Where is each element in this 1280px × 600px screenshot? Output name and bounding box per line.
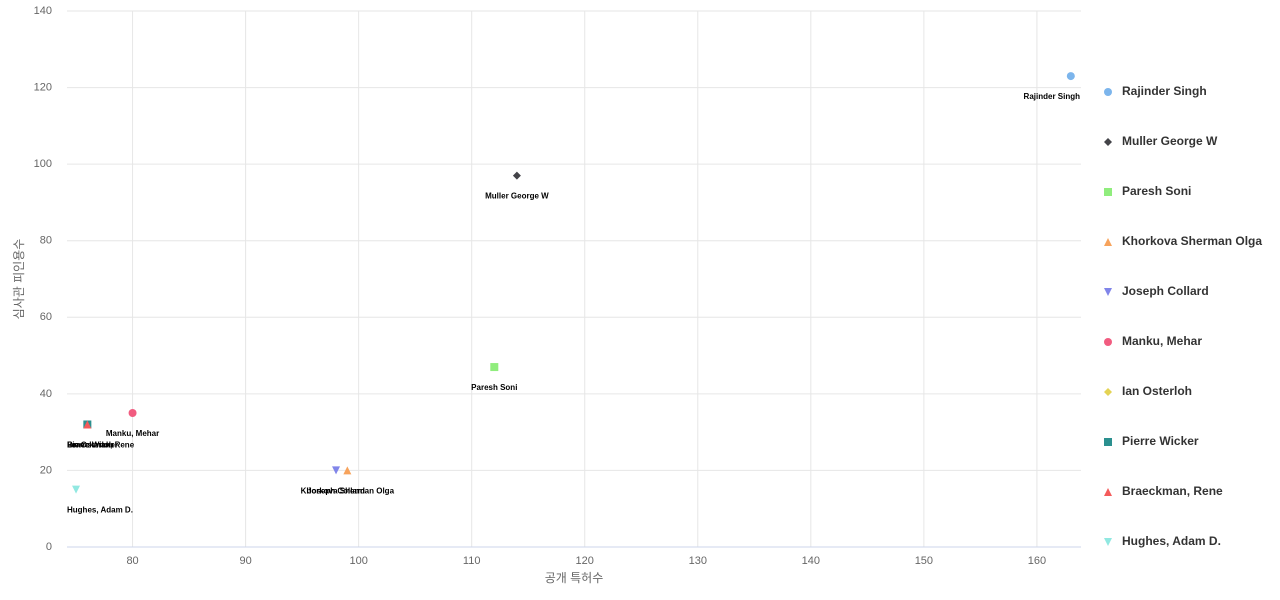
legend-label: Braeckman, Rene	[1122, 484, 1223, 498]
x-tick-label: 150	[915, 555, 933, 567]
legend-label: Khorkova Sherman Olga	[1122, 234, 1262, 248]
data-label: Rajinder Singh	[1024, 92, 1081, 101]
legend-marker	[1104, 138, 1112, 146]
data-label: Braeckman, Rene	[67, 441, 135, 450]
y-tick-label: 40	[40, 388, 52, 400]
y-tick-label: 80	[40, 235, 52, 247]
legend-label: Hughes, Adam D.	[1122, 534, 1221, 548]
x-tick-label: 160	[1028, 555, 1046, 567]
x-axis-title: 공개 특허수	[545, 571, 604, 585]
data-label: Manku, Mehar	[106, 429, 159, 438]
y-tick-label: 120	[34, 81, 52, 93]
data-label: Hughes, Adam D.	[67, 506, 133, 515]
legend-marker	[1104, 288, 1112, 296]
legend-marker	[1104, 438, 1112, 446]
y-tick-label: 100	[34, 158, 52, 170]
point	[1066, 72, 1075, 81]
legend-label: Joseph Collard	[1122, 284, 1209, 298]
legend-label: Rajinder Singh	[1122, 84, 1207, 98]
point	[343, 466, 352, 475]
x-tick-label: 110	[463, 555, 481, 567]
x-tick-label: 90	[239, 555, 251, 567]
data-label: Muller George W	[485, 192, 549, 201]
legend-label: Muller George W	[1122, 134, 1218, 148]
point	[72, 485, 81, 494]
y-tick-label: 20	[40, 464, 52, 476]
legend-label: Pierre Wicker	[1122, 434, 1199, 448]
legend-marker	[1104, 338, 1112, 346]
legend-label: Paresh Soni	[1122, 184, 1191, 198]
legend-label: Manku, Mehar	[1122, 334, 1202, 348]
data-label: Joseph Collard	[307, 487, 365, 496]
legend-marker	[1104, 388, 1112, 396]
point	[332, 466, 341, 475]
data-label: Ian Osterloh	[67, 441, 114, 450]
data-label: Pierre Wicker	[67, 441, 118, 450]
legend-marker	[1104, 488, 1112, 496]
x-tick-label: 140	[802, 555, 820, 567]
y-tick-label: 0	[46, 541, 52, 553]
legend-marker	[1104, 88, 1112, 96]
x-tick-label: 100	[349, 555, 367, 567]
legend-label: Ian Osterloh	[1122, 384, 1192, 398]
point	[490, 363, 499, 372]
legend-marker	[1104, 188, 1112, 196]
x-tick-label: 120	[576, 555, 594, 567]
y-tick-label: 60	[40, 311, 52, 323]
legend-marker	[1104, 238, 1112, 246]
legend-marker	[1104, 538, 1112, 546]
data-label: Paresh Soni	[471, 383, 517, 392]
point	[83, 420, 92, 429]
y-tick-label: 140	[34, 5, 52, 17]
point	[512, 171, 521, 180]
x-tick-label: 130	[689, 555, 707, 567]
data-label: Khorkova Sherman Olga	[301, 487, 395, 496]
x-tick-label: 80	[126, 555, 138, 567]
point	[128, 409, 137, 417]
y-axis-title: 심사관 피인용수	[12, 239, 26, 320]
